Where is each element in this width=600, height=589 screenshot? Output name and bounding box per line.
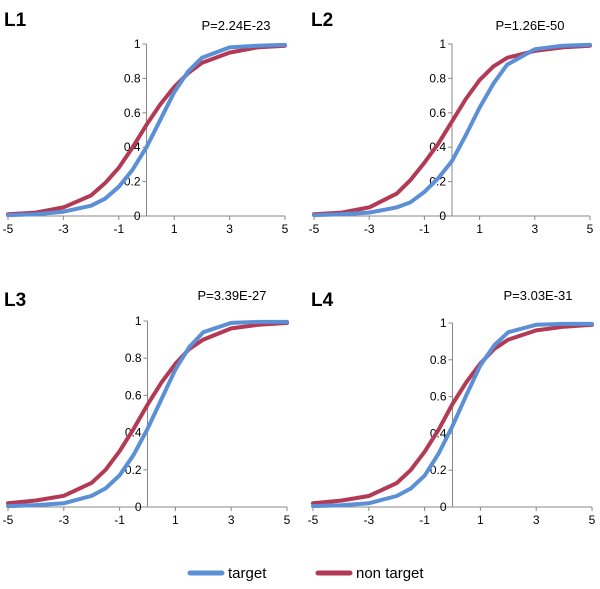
y-tick-label: 1 [135,314,142,328]
series-line-target [311,321,594,509]
series-line-non-target [6,43,287,217]
legend-label: target [228,565,267,582]
x-tick-label: 5 [282,222,289,236]
x-tick-label: -3 [58,222,69,236]
y-tick-label: 1 [439,37,446,51]
y-tick-label: 0 [134,209,141,223]
x-tick-label: -1 [419,513,430,527]
series-line-target [6,319,289,509]
y-tick-label: 0 [439,209,446,223]
x-tick-label: 3 [533,513,540,527]
x-tick-label: 1 [171,222,178,236]
panel-title: L3 [4,290,26,311]
panel-title: L2 [311,10,333,31]
y-tick-label: 1 [440,316,447,330]
p-value-annotation: P=1.26E-50 [495,18,564,33]
legend-label: non target [356,565,424,582]
p-value-annotation: P=3.39E-27 [197,288,266,303]
y-tick-label: 0.8 [430,353,447,367]
x-tick-label: -1 [114,513,125,527]
y-tick-label: 0 [440,500,447,514]
series-line-non-target [311,322,594,506]
y-tick-label: 0.8 [429,71,446,85]
legend-item-target: target [187,565,267,582]
x-tick-label: -5 [3,222,14,236]
p-value-annotation: P=2.24E-23 [201,18,270,33]
legend-item-non-target: non target [315,565,424,582]
x-tick-label: 3 [531,222,538,236]
x-tick-label: 3 [228,513,235,527]
y-tick-label: 0.2 [430,463,447,477]
x-tick-label: -1 [419,222,430,236]
legend: target non target [187,565,424,582]
x-tick-label: 5 [284,513,291,527]
y-tick-label: 0.8 [124,71,141,85]
x-tick-label: -5 [3,513,14,527]
x-tick-label: -5 [309,222,320,236]
x-tick-label: -3 [364,222,375,236]
series-line-non-target [6,320,289,506]
y-tick-label: 0.6 [430,390,447,404]
x-tick-label: 5 [589,513,596,527]
panel-title: L1 [4,10,27,31]
series-line-target [312,42,592,218]
panel-title: L4 [311,290,334,311]
x-tick-label: 1 [476,222,483,236]
x-tick-label: 5 [587,222,594,236]
y-tick-label: 0.6 [429,106,446,120]
y-tick-label: 0.6 [125,388,142,402]
x-tick-label: -5 [308,513,319,527]
y-tick-label: 1 [134,37,141,51]
y-tick-label: 0.2 [125,463,142,477]
x-tick-label: -3 [363,513,374,527]
x-tick-label: 3 [226,222,233,236]
x-tick-label: -3 [58,513,69,527]
y-tick-label: 0.6 [124,106,141,120]
series-line-target [6,42,287,218]
x-tick-label: 1 [477,513,484,527]
y-tick-label: 0.8 [125,351,142,365]
y-tick-label: 0 [135,500,142,514]
x-tick-label: 1 [172,513,179,527]
x-tick-label: -1 [113,222,124,236]
p-value-annotation: P=3.03E-31 [503,288,572,303]
